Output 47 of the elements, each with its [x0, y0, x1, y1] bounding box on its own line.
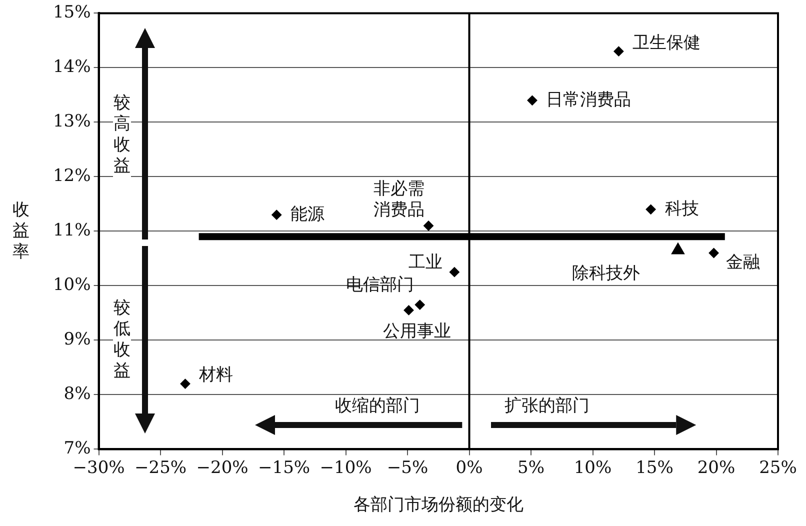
- x-tick-label: 0%: [456, 458, 483, 478]
- y-tick-label: 11%: [52, 220, 91, 241]
- series-label: 材料: [198, 365, 234, 386]
- series-label: 能源: [290, 204, 325, 224]
- x-tick-label: −10%: [320, 458, 372, 478]
- point: [414, 300, 425, 310]
- x-tick-label: −5%: [386, 458, 428, 478]
- x-tick-label: 20%: [697, 458, 736, 478]
- point: [424, 220, 434, 231]
- y-tick-label: 12%: [52, 166, 91, 186]
- y-tick-label: 9%: [64, 330, 91, 350]
- series-label: 公用事业: [382, 322, 451, 342]
- series-label: 金融: [726, 252, 760, 272]
- x-tick-label: 10%: [574, 458, 612, 478]
- point: [527, 95, 538, 106]
- x-tick-label: 5%: [518, 458, 545, 478]
- series-label: 科技: [664, 198, 699, 219]
- annotation: 收缩的部门: [334, 395, 420, 418]
- x-tick-label: −20%: [196, 458, 248, 478]
- y-tick-label: 7%: [64, 438, 91, 459]
- annotation: 较高收益: [112, 93, 131, 178]
- annotation: 扩张的部门: [504, 395, 590, 418]
- series-label: 非必需消费品: [374, 179, 425, 220]
- x-axis-title: 各部门市场份额的变化: [353, 495, 524, 516]
- series-label: 除科技外: [572, 264, 640, 284]
- y-tick-label: 8%: [64, 384, 91, 404]
- series-label: 工业: [408, 252, 442, 272]
- point: [272, 210, 282, 220]
- point: [180, 378, 190, 389]
- point: [404, 305, 414, 316]
- point: [614, 46, 624, 56]
- y-tick-label: 10%: [52, 275, 91, 296]
- y-tick-label: 14%: [52, 57, 91, 78]
- point: [449, 267, 460, 278]
- y-axis-title: 收益率: [12, 200, 30, 263]
- series-label: 卫生保健: [632, 32, 701, 53]
- point: [646, 204, 656, 214]
- annotation: 较低收益: [112, 298, 131, 382]
- x-tick-label: −15%: [258, 458, 310, 478]
- point: [708, 248, 719, 258]
- x-tick-label: −25%: [134, 458, 187, 478]
- y-tick-label: 15%: [52, 2, 91, 23]
- series-label: 日常消费品: [546, 90, 632, 110]
- x-tick-label: 25%: [759, 458, 797, 478]
- x-tick-label: −30%: [72, 458, 125, 478]
- y-tick-label: 13%: [52, 112, 91, 132]
- x-tick-label: 15%: [636, 458, 674, 478]
